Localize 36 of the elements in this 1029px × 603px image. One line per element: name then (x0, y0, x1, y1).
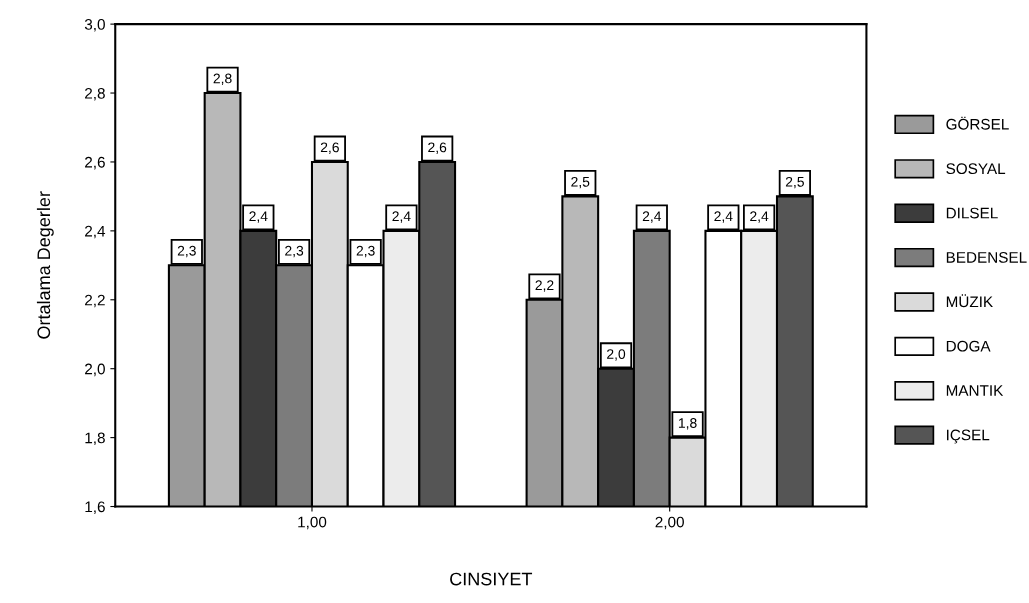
y-tick-label: 2,2 (85, 294, 105, 308)
legend-label: DILSEL (946, 207, 998, 219)
y-tick-label: 1,6 (85, 501, 105, 515)
legend-label: IÇSEL (947, 429, 990, 444)
x-axis-title: CINSIYET (450, 572, 533, 586)
text: 2,5 (785, 176, 804, 189)
legend-label: GÖRSEL (946, 116, 1009, 130)
text: 2,4 (392, 211, 411, 223)
text: 2,4 (750, 211, 769, 223)
y-tick-label: 2,4 (85, 225, 106, 239)
legend-label: SOSYAL (946, 163, 1006, 175)
text: 2,3 (177, 245, 196, 258)
y-tick-label: 2,8 (85, 87, 105, 101)
legend-label: MÜZIK (946, 294, 993, 308)
y-tick-label: 2,0 (85, 363, 105, 377)
text: 2,6 (428, 142, 447, 154)
y-tick-label: 2,6 (85, 156, 105, 170)
legend-label: MANTIK (946, 385, 1004, 396)
x-tick-label: 2,00 (655, 516, 684, 530)
text: 2,4 (249, 211, 268, 223)
x-tick-label: 1,00 (298, 516, 327, 530)
text: 2,3 (356, 245, 375, 258)
text: 2,2 (535, 280, 554, 292)
text: 2,4 (714, 211, 733, 223)
y-axis-title: Ortalama Degerler (36, 191, 54, 339)
text: 2,6 (320, 142, 339, 154)
legend-label: DOGA (946, 340, 991, 352)
text: 2,5 (571, 176, 590, 189)
y-tick-label: 3,0 (84, 18, 105, 32)
text: 2,4 (642, 211, 662, 223)
text: 2,0 (607, 349, 626, 361)
text: 2,8 (213, 73, 232, 85)
text: 1,8 (678, 418, 697, 430)
y-tick-label: 1,8 (85, 432, 105, 446)
text: 2,3 (285, 245, 304, 258)
legend-label: BEDENSEL (946, 252, 1027, 263)
